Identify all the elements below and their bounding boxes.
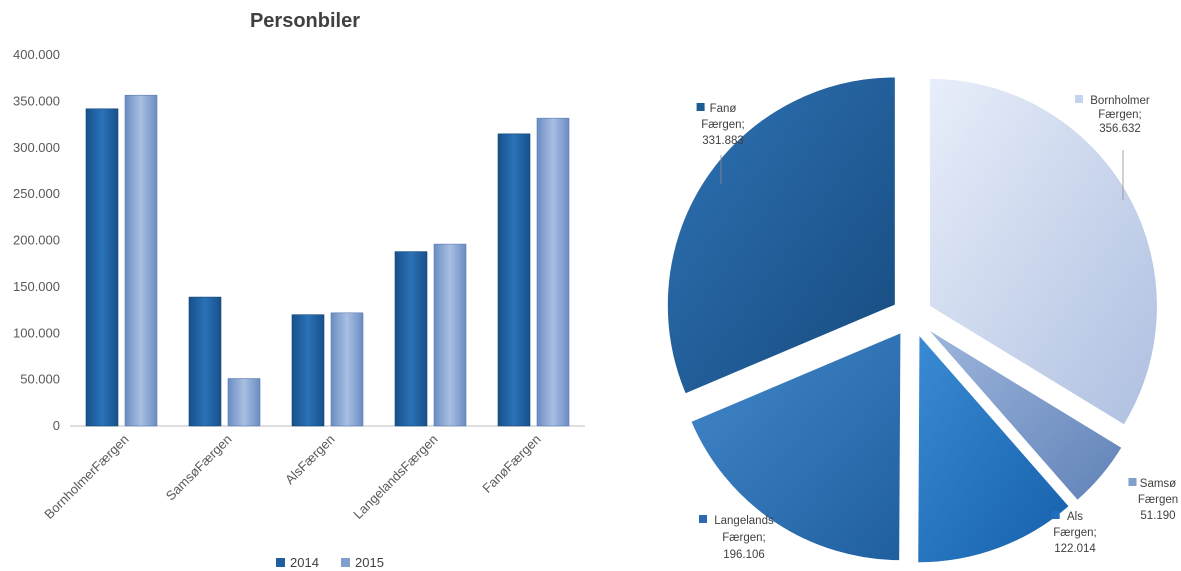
legend-label-2015: 2015	[355, 555, 384, 570]
bar-2015	[433, 243, 467, 427]
legend: 2014 2015	[276, 555, 384, 570]
pie-data-label: Langelands	[714, 515, 774, 527]
bar-2015	[124, 94, 158, 427]
pie-data-label: Færgen;	[1053, 527, 1096, 539]
y-tick-label: 200.000	[13, 233, 60, 248]
chart-title: Personbiler	[250, 10, 360, 32]
bar-2015	[536, 117, 570, 427]
pie-label-swatch	[1075, 95, 1083, 103]
y-tick-label: 50.000	[20, 372, 60, 387]
y-tick-label: 150.000	[13, 279, 60, 294]
pie-slice	[690, 331, 902, 562]
pie-data-label: Fanø	[710, 103, 737, 115]
y-tick-label: 350.000	[13, 93, 60, 108]
bar-2014	[291, 314, 325, 427]
x-tick-label: SamsøFærgen	[163, 432, 235, 504]
pie-label-swatch	[699, 515, 707, 523]
pie-slice	[917, 333, 1070, 564]
y-tick-label: 250.000	[13, 186, 60, 201]
pie-data-label: Færgen;	[701, 119, 744, 131]
bar-2014	[394, 251, 428, 427]
legend-swatch-2015	[341, 558, 350, 567]
x-tick-label: FanøFærgen	[479, 432, 543, 496]
x-tick-label: LangelandsFærgen	[350, 432, 440, 522]
pie-data-label: Færgen;	[722, 532, 765, 544]
bar-2014	[497, 133, 531, 427]
bar-2014	[188, 296, 222, 427]
pie-slice	[666, 76, 896, 395]
pie-label-swatch	[696, 103, 705, 111]
pie-data-label: Samsø	[1140, 478, 1176, 490]
pie-data-label: 196.106	[723, 549, 765, 561]
bar-plot-area	[85, 94, 570, 427]
pie-data-label: Als	[1067, 511, 1083, 523]
bar-2015	[330, 312, 364, 427]
pie-chart: Bornholmer Færgen; 356.632 Samsø Færgen 51.19…	[666, 76, 1178, 564]
bar-2015	[227, 378, 261, 427]
x-tick-label: BornholmerFærgen	[41, 432, 131, 522]
x-axis: BornholmerFærgen SamsøFærgen AlsFærgen Lang…	[41, 432, 543, 522]
y-tick-label: 400.000	[13, 47, 60, 62]
x-tick-label: AlsFærgen	[282, 432, 338, 488]
legend-label-2014: 2014	[290, 555, 319, 570]
bar-2014	[85, 108, 119, 427]
pie-data-label: Færgen;	[1098, 109, 1141, 121]
pie-data-label: Bornholmer	[1090, 95, 1150, 107]
pie-data-label: 356.632	[1099, 123, 1141, 135]
pie-data-label: Færgen	[1138, 494, 1178, 506]
pie-slice	[928, 77, 1158, 426]
legend-swatch-2014	[276, 558, 285, 567]
y-tick-label: 300.000	[13, 140, 60, 155]
pie-label-swatch	[1051, 511, 1060, 519]
y-tick-label: 0	[53, 418, 60, 433]
pie-label-swatch	[1128, 478, 1137, 486]
pie-data-label: 122.014	[1054, 543, 1096, 555]
pie-data-label: 331.883	[702, 135, 744, 147]
pie-data-label: 51.190	[1140, 510, 1175, 522]
pie-slice	[926, 328, 1123, 502]
y-tick-label: 100.000	[13, 325, 60, 340]
